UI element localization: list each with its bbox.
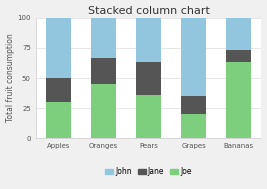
Bar — [91, 84, 116, 138]
Bar — [181, 96, 206, 114]
Bar — [136, 18, 161, 62]
Bar — [181, 18, 206, 96]
Bar — [46, 78, 71, 102]
Bar — [91, 57, 116, 84]
Title: Stacked column chart: Stacked column chart — [88, 5, 210, 15]
Bar — [226, 62, 251, 138]
Y-axis label: Total fruit consumption: Total fruit consumption — [6, 34, 15, 122]
Bar — [46, 18, 71, 78]
Bar — [136, 62, 161, 95]
Bar — [226, 50, 251, 62]
Legend: John, Jane, Joe: John, Jane, Joe — [102, 164, 195, 179]
Bar — [226, 18, 251, 50]
Bar — [136, 95, 161, 138]
Bar — [46, 102, 71, 138]
Bar — [181, 114, 206, 138]
Bar — [91, 18, 116, 57]
